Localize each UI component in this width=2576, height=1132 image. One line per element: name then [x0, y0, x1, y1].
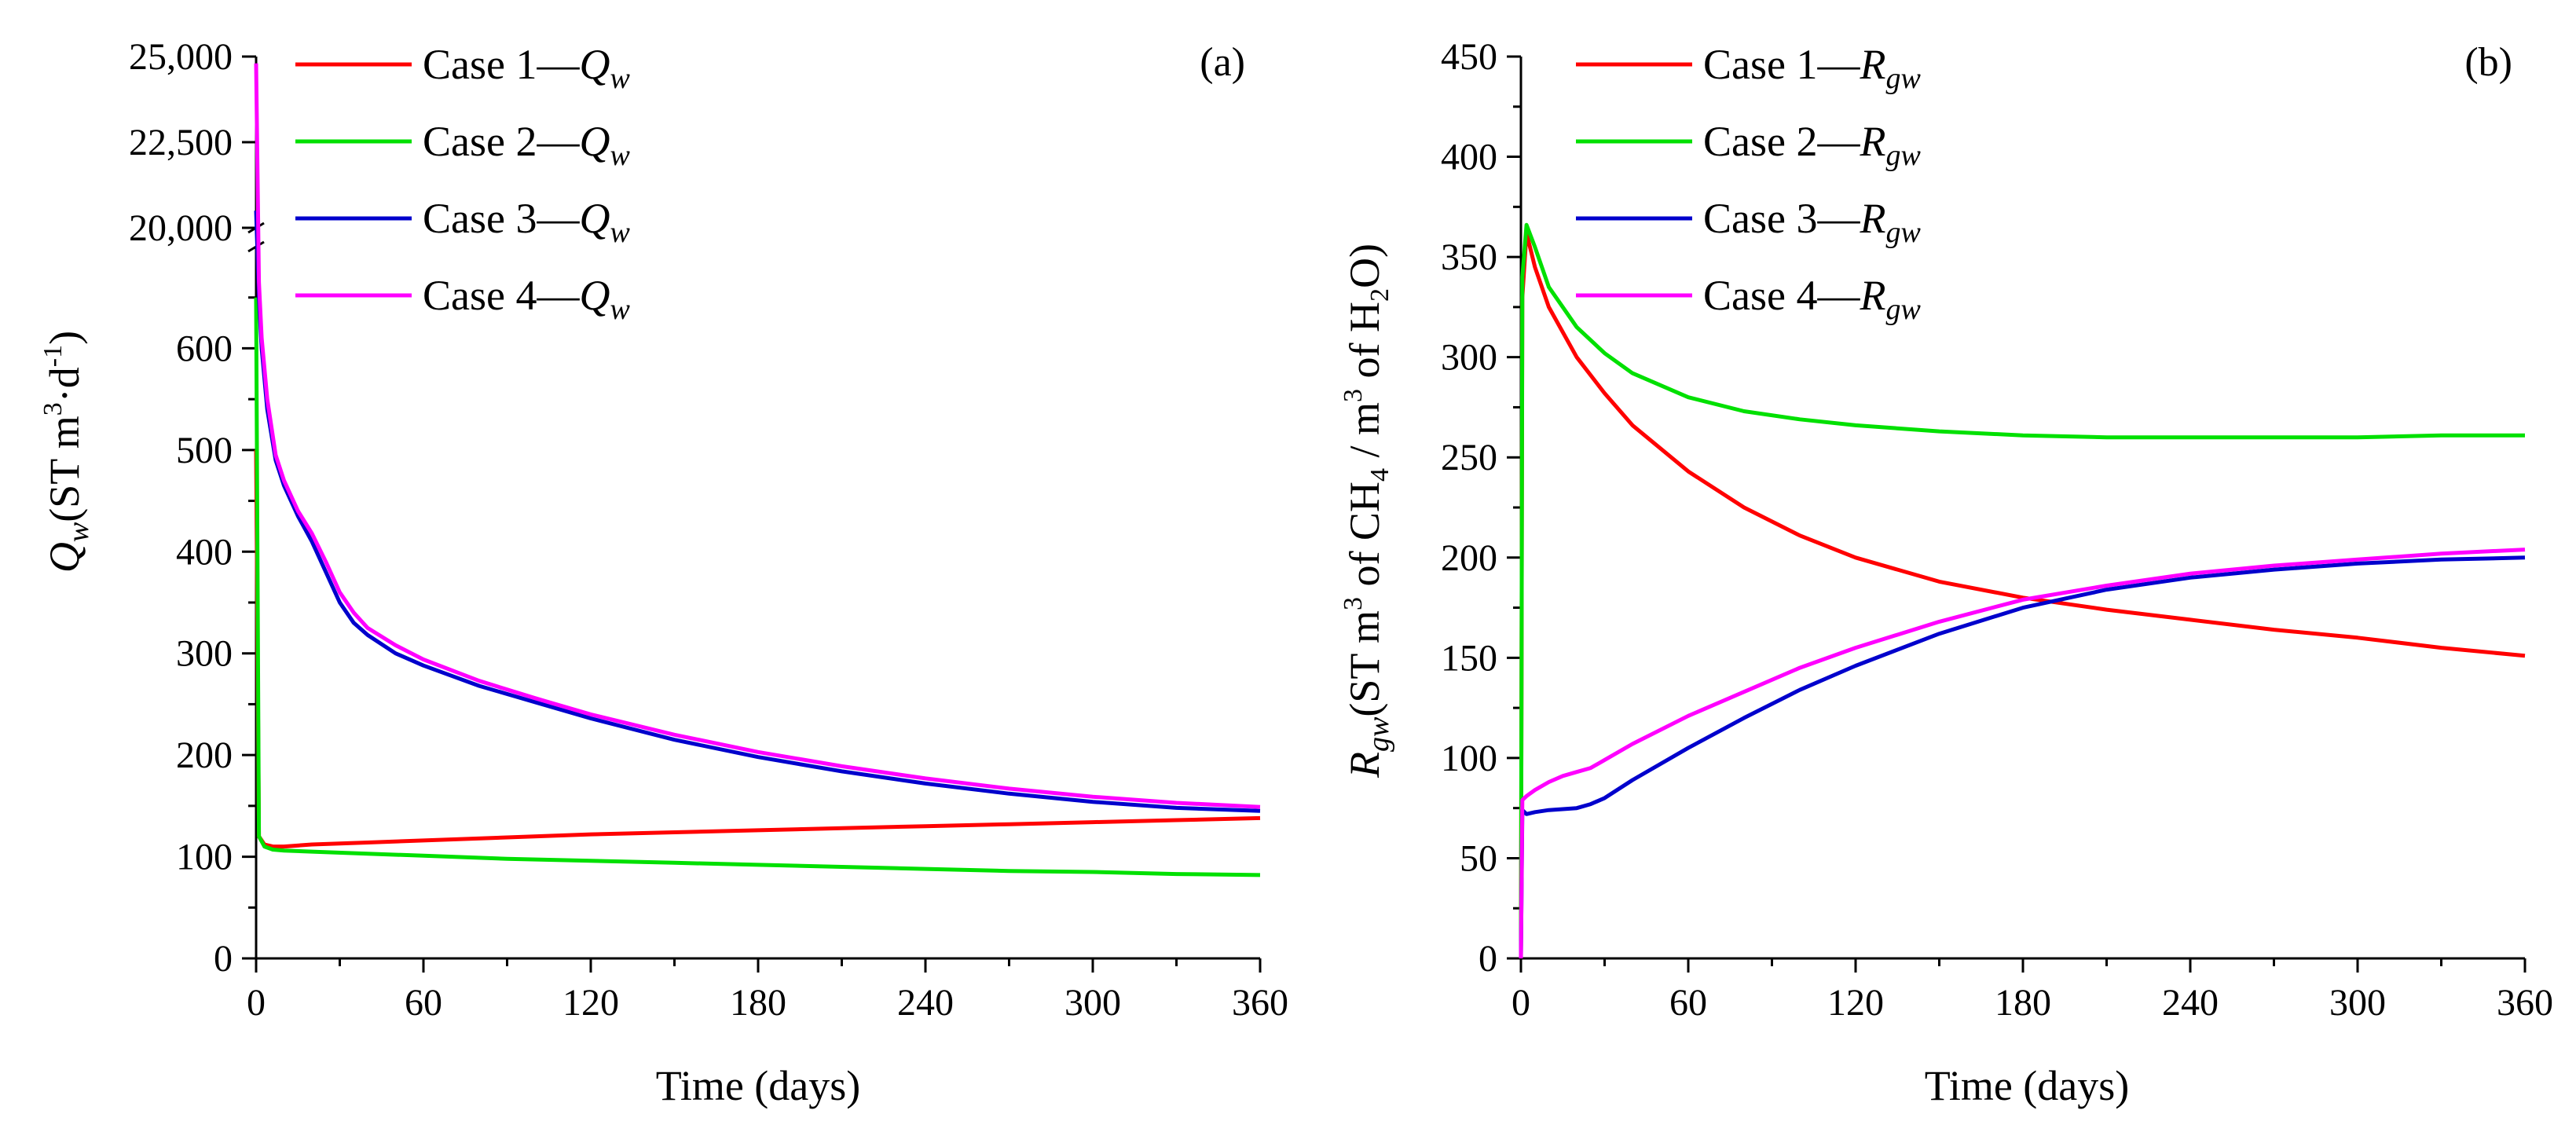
panel-b-y-tick-label: 150: [1441, 637, 1497, 679]
panel-a-series-line-case-3: [254, 211, 1261, 813]
panel-b-axes: [1519, 57, 2525, 960]
panel-a-y-tick-label: 200: [176, 735, 233, 776]
panel-a-x-axis-label: Time (days): [656, 1062, 861, 1109]
panel-b-x-axis-label: Time (days): [1925, 1062, 2130, 1109]
panel-b-x-tick-label: 240: [2162, 982, 2219, 1024]
panel-a-y-tick-label: 25,000: [129, 36, 233, 78]
panel-b-series-line-case-2: [1519, 222, 2525, 959]
panel-a-x-tick-label: 300: [1064, 982, 1121, 1024]
panel-b-y-tick-label: 450: [1441, 36, 1497, 78]
panel-b-series-line-case-1: [1519, 231, 2526, 959]
panel-b-y-tick-label: 300: [1441, 337, 1497, 379]
panel-a-y-tick-label: 500: [176, 430, 233, 471]
panel-a-legend-label: Case 3—Qw: [423, 195, 630, 249]
panel-a-y-tick-label: 20,000: [129, 207, 233, 249]
panel-a: 0 60 120 180 240 300 360 0 100 200 300 400 500 600 20,…: [38, 36, 1288, 1109]
panel-a-ticks: 0 60 120 180 240 300 360 0 100 200 300 400 500 600 20,…: [129, 36, 1288, 1024]
panel-b-legend-label: Case 1—Rgw: [1703, 41, 1921, 95]
panel-a-x-tick-label: 120: [562, 982, 619, 1024]
panel-b-x-tick-label: 0: [1512, 982, 1530, 1024]
panel-a-x-tick-label: 240: [897, 982, 954, 1024]
panel-a-x-tick-label: 180: [730, 982, 786, 1024]
panel-b-x-tick-label: 180: [1995, 982, 2051, 1024]
panel-a-y-tick-label: 300: [176, 633, 233, 675]
panel-b-tag: (b): [2464, 40, 2512, 85]
panel-b-y-tick-label: 350: [1441, 236, 1497, 278]
panel-a-series: [254, 63, 1261, 877]
panel-a-x-tick-label: 360: [1232, 982, 1288, 1024]
panel-a-series-line-case-2: [254, 297, 1261, 877]
panel-b-x-tick-label: 300: [2329, 982, 2386, 1024]
panel-b-legend-label: Case 3—Rgw: [1703, 195, 1921, 249]
panel-a-series-line-case-1: [254, 449, 1261, 849]
panel-b-series: [1519, 222, 2526, 959]
panel-b-y-tick-label: 400: [1441, 137, 1497, 178]
panel-b-x-tick-label: 360: [2497, 982, 2553, 1024]
panel-b-y-axis-label: Rgw(ST m3 of CH4 / m3 of H2O): [1339, 244, 1395, 778]
panel-b-legend: Case 1—Rgw Case 2—Rgw Case 3—Rgw Case 4—Rgw: [1576, 41, 1921, 326]
panel-a-legend-label: Case 4—Qw: [423, 272, 630, 326]
panel-b-y-tick-label: 100: [1441, 738, 1497, 779]
panel-b-x-tick-label: 60: [1669, 982, 1707, 1024]
panel-a-legend-label: Case 2—Qw: [423, 118, 630, 172]
panel-b: 0 60 120 180 240 300 360 0 50 100 150 200 250 300 350 4…: [1339, 36, 2553, 1109]
panel-a-y-tick-label: 0: [214, 938, 233, 980]
panel-b-x-tick-label: 120: [1827, 982, 1884, 1024]
panel-a-legend-label: Case 1—Qw: [423, 41, 630, 95]
panel-b-y-tick-label: 250: [1441, 437, 1497, 478]
panel-b-legend-label: Case 2—Rgw: [1703, 118, 1921, 172]
panel-b-series-line-case-3: [1519, 555, 2526, 959]
panel-a-legend: Case 1—Qw Case 2—Qw Case 3—Qw Case 4—Qw: [295, 41, 630, 326]
panel-a-y-tick-label: 100: [176, 837, 233, 878]
panel-a-y-axis-label: Qw(ST m3·d-1): [38, 331, 95, 573]
panel-b-ticks: 0 60 120 180 240 300 360 0 50 100 150 200 250 300 350 4…: [1441, 36, 2553, 1024]
panel-b-y-tick-label: 50: [1460, 837, 1497, 879]
panel-a-y-tick-label: 400: [176, 531, 233, 573]
panel-a-series-line-case-4: [254, 63, 1261, 809]
panel-a-x-tick-label: 60: [405, 982, 442, 1024]
panel-b-series-line-case-4: [1519, 548, 2526, 959]
panel-a-tag: (a): [1200, 40, 1245, 85]
panel-b-y-tick-label: 0: [1479, 938, 1497, 980]
panel-a-y-tick-label: 600: [176, 328, 233, 369]
panel-b-y-tick-label: 200: [1441, 537, 1497, 579]
panel-a-x-tick-label: 0: [247, 982, 266, 1024]
panel-a-y-tick-label: 22,500: [129, 122, 233, 163]
panel-b-legend-label: Case 4—Rgw: [1703, 272, 1921, 326]
